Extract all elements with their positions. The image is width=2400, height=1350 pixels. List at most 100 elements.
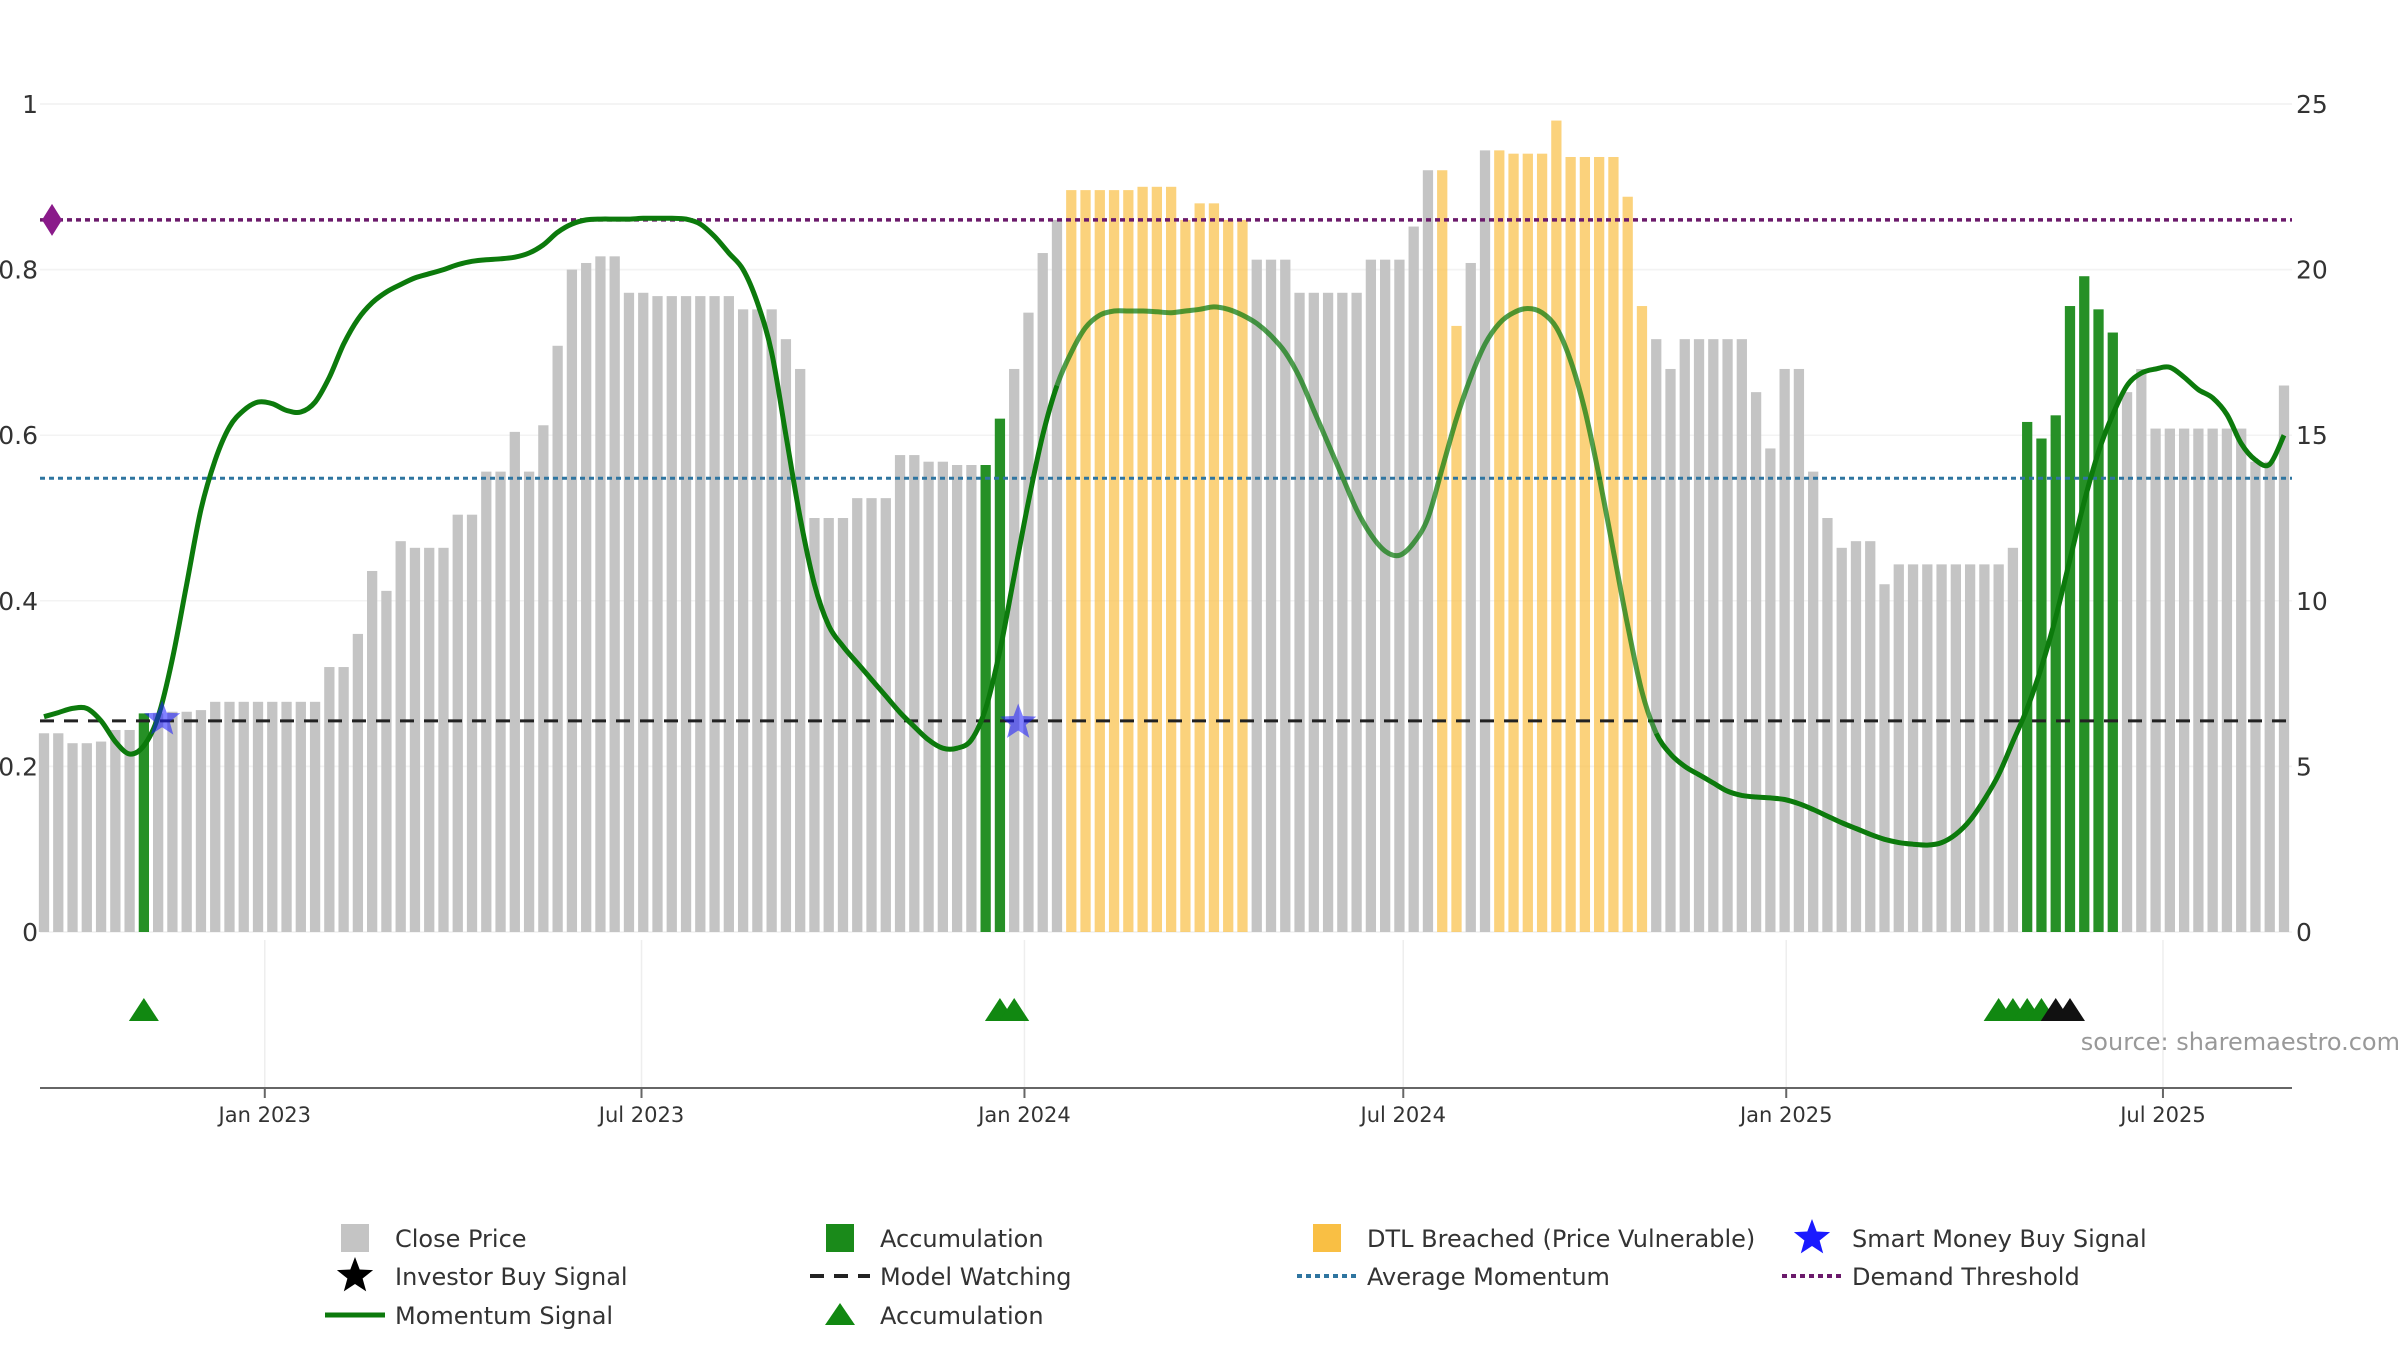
close-price-bar <box>666 296 677 932</box>
close-price-bar <box>2178 428 2190 932</box>
close-price-bar <box>723 296 734 932</box>
dtl-breached-bar <box>1223 219 1234 933</box>
legend-swatch <box>341 1224 369 1252</box>
legend-swatch <box>826 1224 854 1252</box>
legend-label: Average Momentum <box>1367 1263 1610 1291</box>
legend-item: Accumulation <box>825 1302 1044 1330</box>
close-price-bar <box>2250 461 2261 932</box>
right-axis-tick-label: 10 <box>2296 587 2328 616</box>
close-price-bar <box>438 547 449 932</box>
accumulation-bar <box>2093 309 2104 932</box>
close-price-bar <box>1922 564 1933 932</box>
x-axis-tick-label: Jul 2025 <box>2118 1103 2205 1127</box>
dtl-breached-bar <box>1522 153 1533 932</box>
close-price-bar <box>1408 226 1419 932</box>
legend-item: Model Watching <box>810 1263 1072 1291</box>
close-price-bar <box>324 667 335 932</box>
close-price-bar <box>509 431 520 932</box>
close-price-bar <box>1465 262 1476 932</box>
signal-lines <box>40 215 2292 848</box>
legend-item: DTL Breached (Price Vulnerable) <box>1313 1224 1755 1253</box>
dtl-breached-bar <box>1094 190 1105 932</box>
close-price-bar <box>238 701 249 932</box>
close-price-bar <box>1693 339 1705 933</box>
close-price-bar <box>67 743 78 932</box>
close-price-bar <box>538 425 549 932</box>
close-price-bar <box>595 256 606 932</box>
close-price-bar <box>1893 564 1904 932</box>
close-price-bar <box>2136 368 2147 933</box>
close-price-bar <box>966 465 977 932</box>
close-price-bar <box>1936 564 1947 932</box>
left-axis-tick-label: 0.2 <box>0 752 38 781</box>
accumulation-triangle <box>999 998 1030 1021</box>
close-price-bar <box>281 701 292 932</box>
legend-label: DTL Breached (Price Vulnerable) <box>1367 1225 1755 1253</box>
legend-star-swatch <box>1793 1219 1831 1254</box>
close-price-bar <box>638 292 649 932</box>
close-price-bar <box>880 498 891 932</box>
accumulation-bar <box>980 465 991 932</box>
signal-markers <box>42 203 2085 1021</box>
close-price-bar <box>1679 339 1690 933</box>
legend-triangle-swatch <box>825 1303 855 1325</box>
close-price-bar <box>309 701 321 932</box>
close-price-bar <box>1722 339 1733 933</box>
dtl-breached-bar <box>1437 170 1448 933</box>
close-price-bar <box>2164 428 2175 932</box>
dtl-breached-bar <box>1194 203 1205 933</box>
close-price-bar <box>395 541 406 932</box>
close-price-bar <box>1251 259 1262 932</box>
close-price-bar <box>2236 428 2247 932</box>
smart-money-buy-star <box>144 700 181 735</box>
dtl-breached-bar <box>1137 186 1148 933</box>
close-price-bar <box>381 590 392 932</box>
accumulation-bar <box>138 713 150 932</box>
close-price-bar <box>1294 292 1305 932</box>
close-price-bar <box>780 339 792 933</box>
close-price-bar <box>1964 564 1976 932</box>
legend-label: Model Watching <box>880 1263 1072 1291</box>
close-price-bar <box>1380 259 1391 932</box>
right-axis-tick-label: 0 <box>2296 918 2312 947</box>
dtl-breached-bar <box>1565 156 1576 932</box>
accumulation-bar <box>2107 332 2118 932</box>
close-price-bars <box>38 120 2290 933</box>
close-price-bar <box>1836 547 1847 932</box>
close-price-bar <box>267 701 278 932</box>
close-price-bar <box>1351 292 1362 932</box>
dtl-breached-bar <box>1579 156 1591 932</box>
close-price-bar <box>124 729 135 932</box>
close-price-bar <box>1337 292 1348 932</box>
close-price-bar <box>1708 339 1719 933</box>
accumulation-bar <box>2050 415 2061 932</box>
close-price-bar <box>224 701 235 932</box>
smart-money-buy-star <box>1000 703 1037 738</box>
x-axis-tick-label: Jul 2024 <box>1359 1103 1446 1127</box>
legend-swatch <box>1313 1224 1341 1252</box>
close-price-bar <box>1665 368 1676 933</box>
legend-item: Average Momentum <box>1297 1263 1610 1291</box>
close-price-bar <box>1009 368 1020 933</box>
close-price-bar <box>2207 428 2218 932</box>
close-price-bar <box>2121 392 2133 932</box>
close-price-bar <box>951 465 963 932</box>
close-price-bar <box>909 455 920 932</box>
close-price-bar <box>1037 253 1048 933</box>
right-axis-tick-label: 5 <box>2296 752 2312 781</box>
close-price-bar <box>2221 428 2233 932</box>
momentum-signal-line-faded <box>1054 304 1659 735</box>
legend-item: Momentum Signal <box>325 1302 613 1330</box>
close-price-bar <box>581 262 592 932</box>
legend-label: Accumulation <box>880 1302 1044 1330</box>
close-price-bar <box>795 368 806 933</box>
dtl-breached-bar <box>1636 306 1648 933</box>
close-price-bar <box>295 701 306 932</box>
close-price-bar <box>923 461 934 932</box>
accumulation-bar <box>2079 276 2090 932</box>
legend-star-swatch <box>336 1257 374 1292</box>
dtl-breached-bar <box>1508 153 1519 932</box>
accumulation-bar <box>2064 306 2076 933</box>
